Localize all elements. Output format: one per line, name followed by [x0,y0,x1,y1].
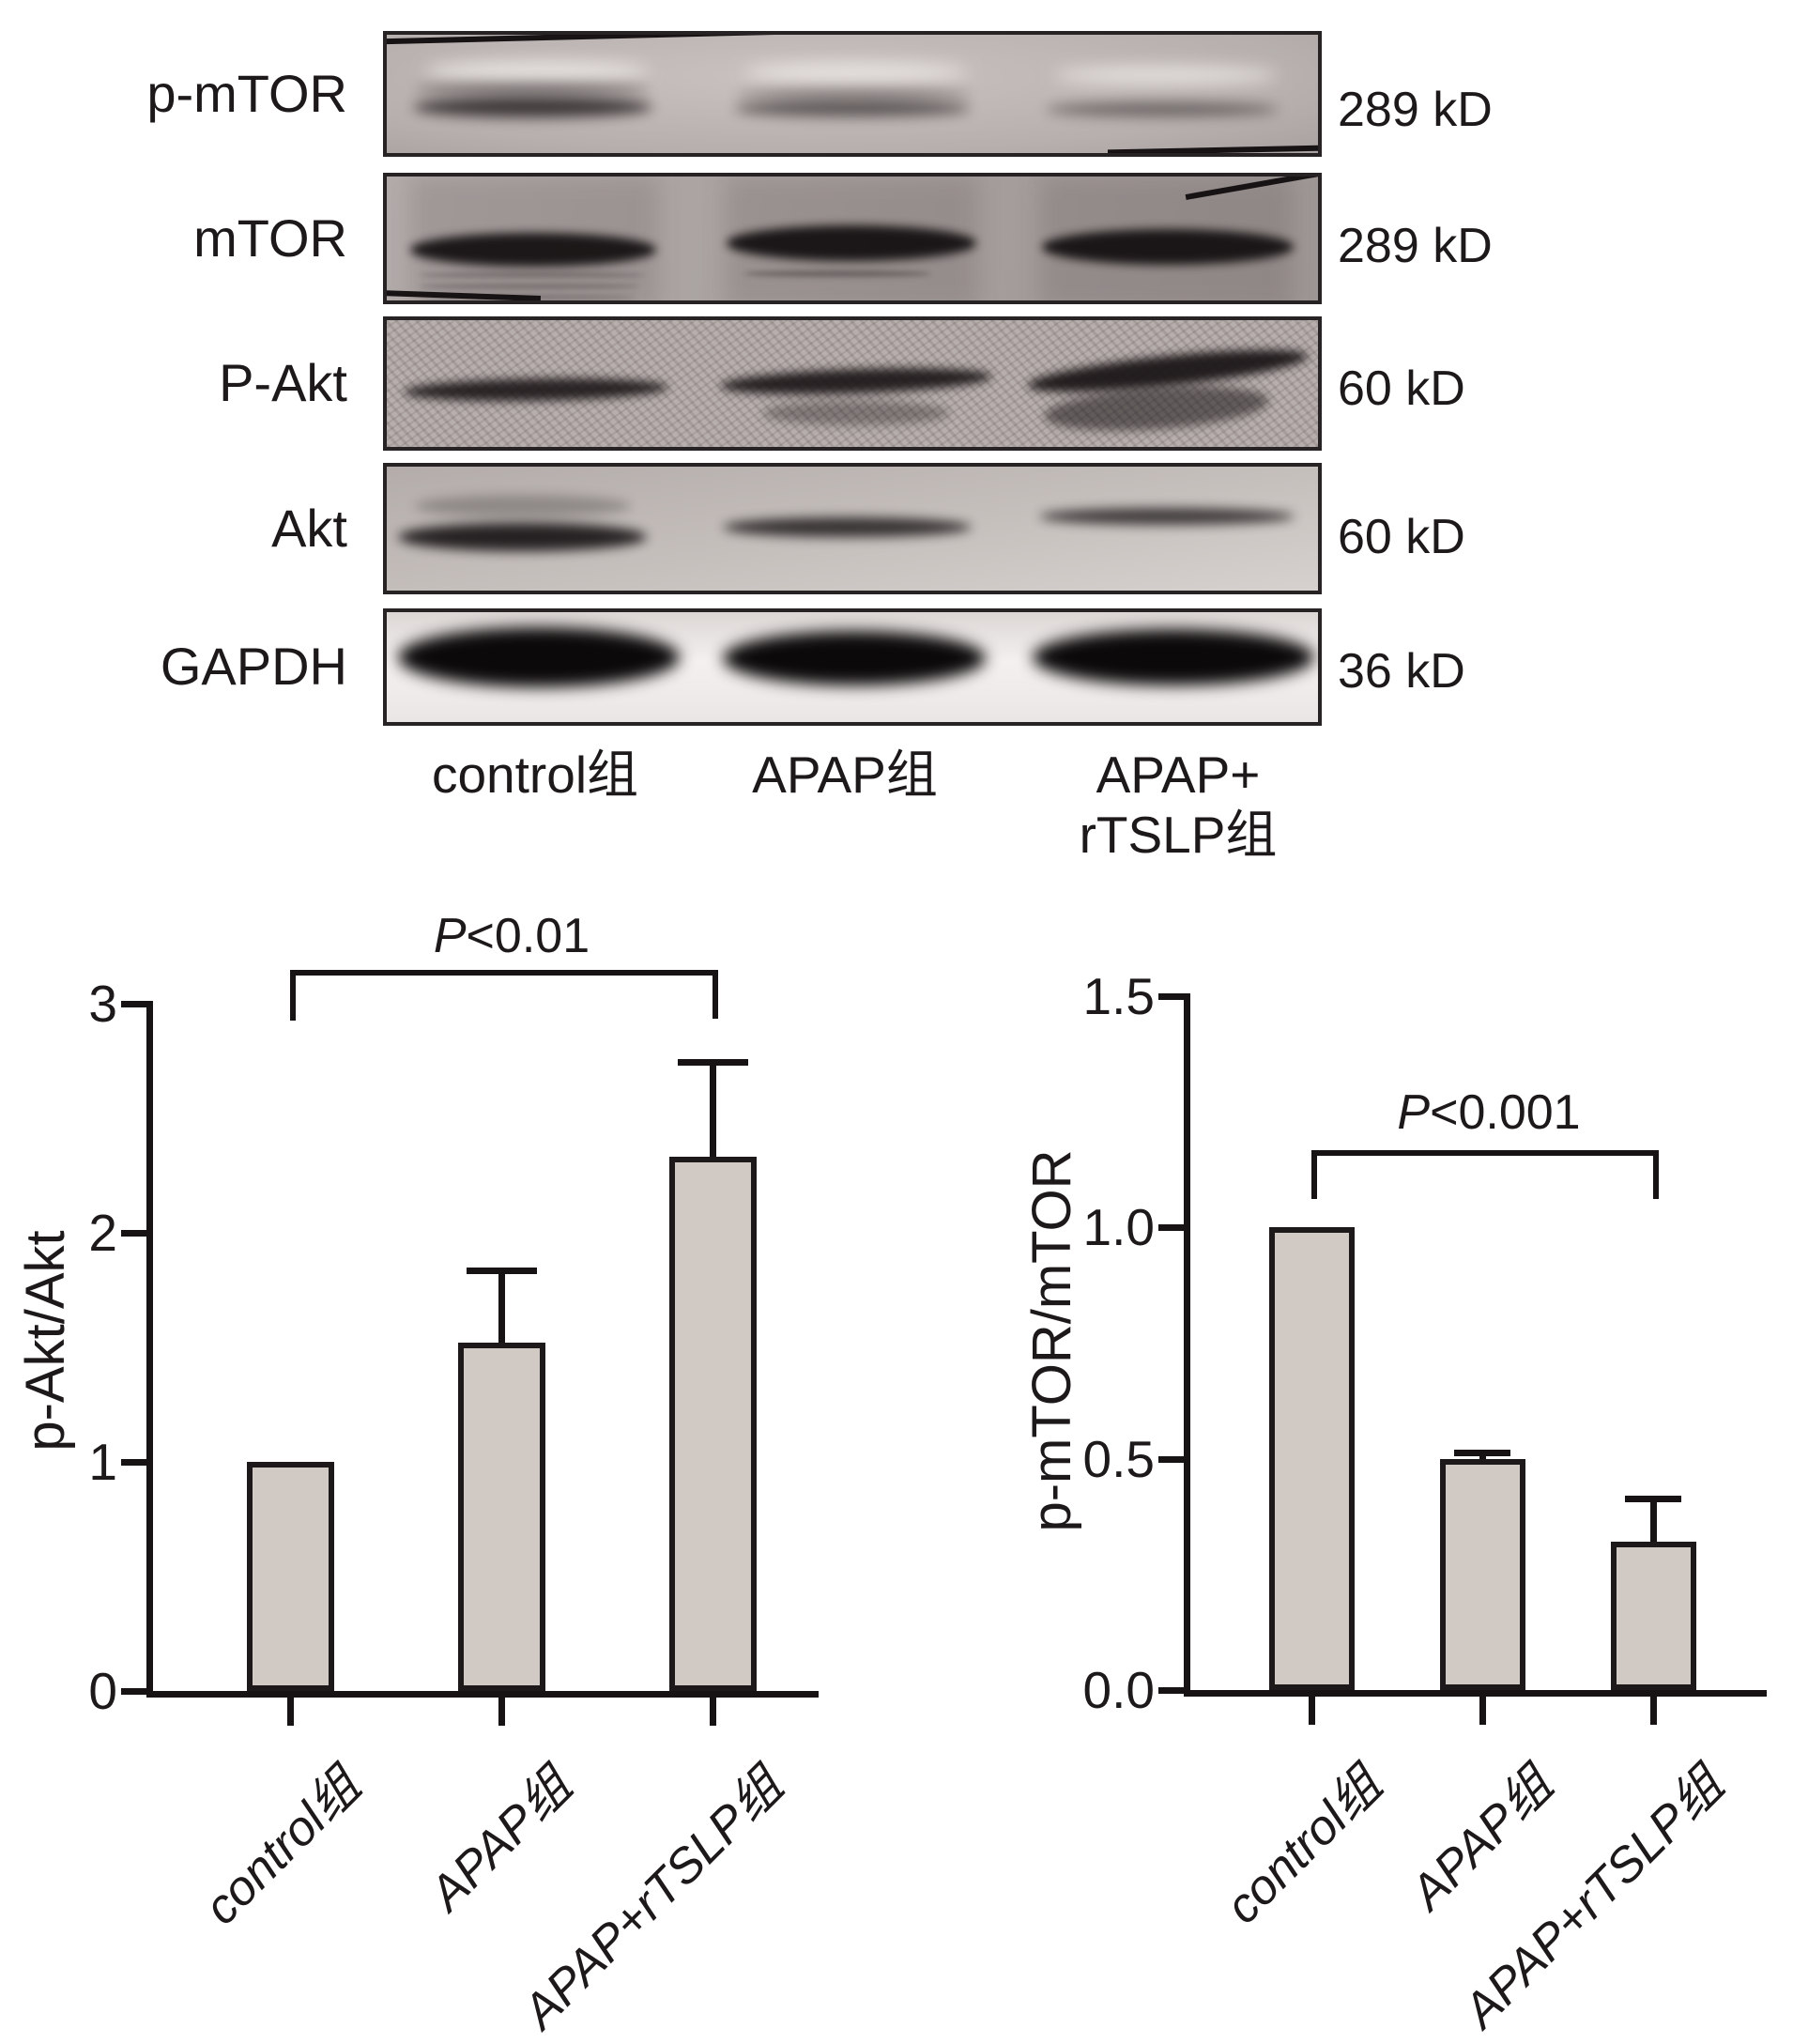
blot-scan-edge [1107,145,1318,153]
blot-lane-label-apap: APAP组 [752,745,938,804]
blot-band-lane1 [398,523,647,551]
p-akt-chart-significance-bracket-right-drop [713,970,718,1019]
p-akt-chart-error-cap-2 [677,1058,748,1066]
blot-band-lane3 [1042,229,1294,265]
p-italic: P [433,909,467,963]
p-mtor-chart-error-cap-2 [1625,1496,1681,1503]
p-mtor-chart-bar-2 [1610,1542,1696,1690]
p-akt-chart-significance-label: P<0.01 [230,909,793,963]
blot-band-lane1 [403,376,669,404]
p-akt-chart-x-tick-2 [710,1698,716,1726]
blot-band-lane2 [762,401,950,425]
blot-band-lane2 [734,100,971,116]
p-mtor-chart-error-line-2 [1650,1496,1657,1543]
p-mtor-chart-category-label-2: APAP+rTSLP组 [1453,1758,1735,2038]
p-akt-chart-y-tick-label: 1 [88,1433,117,1491]
blot-band [1053,67,1279,84]
blot-protein-label-p-akt: P-Akt [219,353,347,412]
blot-band-lane1 [415,84,650,95]
p-akt-chart-y-tick [121,1688,153,1695]
p-akt-chart-y-tick [121,1459,153,1466]
p-akt-chart-y-axis [146,1004,153,1698]
p-akt-chart-bar-2 [668,1157,757,1691]
blot-band-lane1 [398,627,680,687]
p-akt-chart-significance-bracket [290,970,718,976]
blot-band-lane3 [1046,102,1279,116]
p-mtor-chart-y-tick [1158,1687,1190,1694]
p-mtor-chart-x-tick-1 [1479,1697,1486,1725]
mw-label-akt: 60 kD [1338,510,1465,564]
blot-image-gapdh [383,608,1322,726]
mw-label-mtor: 289 kD [1338,219,1493,273]
blot-band-lane2 [727,225,976,261]
p-akt-chart-error-line-2 [710,1058,716,1158]
blot-band-lane3 [1039,508,1295,525]
p-mtor-chart-significance-bracket-right-drop [1653,1150,1659,1199]
p-mtor-chart-x-axis [1184,1690,1767,1697]
blot-scan-edge [387,35,786,45]
p-akt-chart-y-tick [121,1001,153,1007]
blot-protein-label-akt: Akt [271,499,347,558]
mw-label-gapdh: 36 kD [1338,644,1465,699]
blot-image-p-mtor [383,31,1322,157]
p-akt-chart-y-tick [121,1230,153,1237]
p-italic: P [1397,1085,1431,1140]
blot-band-lane2 [723,517,972,537]
p-mtor-chart-significance-label: P<0.001 [1207,1085,1770,1140]
p-mtor-chart-bar-0 [1268,1227,1355,1690]
blot-band [424,61,650,82]
blot-band-lane2 [736,89,971,100]
blot-ladder [743,270,931,277]
p-mtor-chart-error-cap-1 [1454,1449,1510,1456]
blot-image-p-akt [383,316,1322,451]
p-mtor-chart-x-tick-0 [1309,1697,1315,1725]
p-akt-chart-error-cap-1 [466,1267,537,1274]
blot-ladder [420,272,645,278]
p-mtor-chart-y-tick [1158,1224,1190,1232]
blot-band-lane3 [1033,629,1314,685]
blot-image-mtor [383,173,1322,304]
p-akt-chart-x-axis [146,1691,819,1698]
blot-band-lane1 [413,97,652,117]
blot-band-lane1 [410,233,656,267]
p-akt-chart-x-tick-1 [498,1698,505,1726]
p-mtor-chart-significance-bracket [1311,1150,1659,1156]
p-mtor-chart-y-axis [1184,996,1190,1697]
blot-ladder [420,284,640,289]
p-mtor-chart-y-axis-title: p-mTOR/mTOR [1021,1149,1082,1532]
p-akt-chart-bar-1 [457,1343,545,1691]
blot-band [743,63,969,82]
blot-band-lane2 [719,363,993,399]
p-akt-chart-error-line-1 [498,1267,505,1344]
blot-band-lane2 [723,631,986,685]
p-mtor-chart-y-tick [1158,1455,1190,1463]
p-akt-chart-significance-bracket-left-drop [290,970,296,1021]
p-mtor-chart-y-tick-label: 1.0 [1082,1198,1155,1257]
p-mtor-chart-bar-1 [1439,1458,1525,1690]
p-mtor-chart-y-tick [1158,993,1190,1000]
p-mtor-chart-x-tick-2 [1650,1697,1657,1725]
p-mtor-chart-significance-bracket-left-drop [1311,1150,1317,1199]
p-akt-chart-x-tick-0 [287,1698,294,1726]
p-akt-chart-y-tick-label: 2 [88,1204,117,1262]
blot-protein-label-gapdh: GAPDH [160,637,347,696]
p-mtor-chart-y-tick-label: 1.5 [1082,967,1155,1025]
blot-lane-label-control: control组 [431,745,639,804]
p-mtor-chart-y-tick-label: 0.0 [1082,1661,1155,1719]
mw-label-p-akt: 60 kD [1338,361,1465,416]
p-value-text: <0.01 [466,909,590,963]
blot-protein-label-p-mtor: p-mTOR [146,64,347,123]
blot-protein-label-mtor: mTOR [193,208,347,268]
p-akt-chart-y-axis-title: p-Akt/Akt [15,1230,76,1452]
p-akt-chart-bar-0 [246,1462,334,1691]
p-akt-chart-y-tick-label: 3 [88,975,117,1033]
p-akt-chart-y-tick-label: 0 [88,1662,117,1720]
p-value-text: <0.001 [1430,1085,1581,1140]
p-mtor-chart-y-tick-label: 0.5 [1082,1429,1155,1488]
blot-lane-label-apap-rtslp: APAP+ rTSLP组 [1079,745,1278,864]
mw-label-p-mtor: 289 kD [1338,83,1493,137]
blot-image-akt [383,463,1322,594]
blot-band-smear [415,495,631,517]
